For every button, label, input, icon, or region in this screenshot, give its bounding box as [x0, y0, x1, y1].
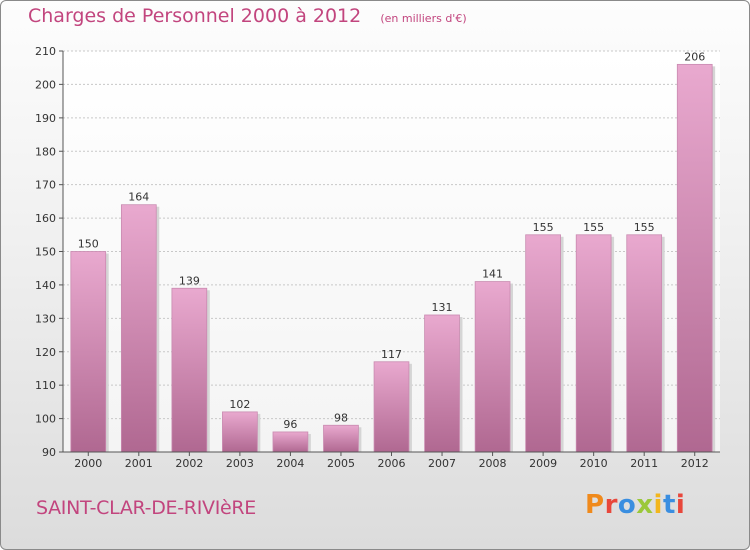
axes: [59, 50, 720, 456]
chart-subtitle: (en milliers d'€): [380, 12, 467, 25]
bar-value-label: 117: [381, 348, 402, 361]
logo-letter: i: [653, 490, 663, 520]
bar: [373, 361, 410, 453]
x-tick-label: 2009: [529, 457, 557, 470]
logo-letter: x: [636, 490, 654, 520]
bar-value-label: 141: [482, 268, 503, 281]
logo-letter: i: [675, 490, 686, 520]
bar-value-label: 139: [179, 274, 200, 287]
bar: [272, 431, 309, 453]
y-tick-label: 100: [35, 413, 56, 426]
y-tick-label: 210: [35, 45, 56, 58]
logo-letter: t: [662, 490, 676, 520]
bar-value-label: 155: [533, 221, 554, 234]
logo-letter: P: [585, 490, 605, 520]
bar-value-label: 150: [78, 238, 99, 251]
y-tick-label: 170: [35, 179, 56, 192]
x-tick-label: 2001: [125, 457, 153, 470]
x-tick-label: 2005: [327, 457, 355, 470]
bar: [171, 287, 208, 453]
x-tick-label: 2004: [276, 457, 304, 470]
x-tick-label: 2003: [226, 457, 254, 470]
title-block: Charges de Personnel 2000 à 2012 (en mil…: [28, 5, 467, 27]
x-tick-label: 2007: [428, 457, 456, 470]
bar-value-label: 131: [432, 301, 453, 314]
bar: [525, 234, 561, 453]
bar: [424, 314, 460, 453]
x-tick-label: 2000: [74, 457, 102, 470]
proxiti-logo: Proxiti: [585, 490, 685, 520]
x-tick-label: 2006: [378, 457, 406, 470]
y-tick-label: 110: [35, 379, 56, 392]
x-tick-label: 2011: [630, 457, 658, 470]
bar: [70, 251, 107, 453]
bar-value-label: 96: [283, 418, 297, 431]
place-name: SAINT-CLAR-DE-RIVIèRE: [36, 497, 257, 519]
chart-title: Charges de Personnel 2000 à 2012: [28, 5, 362, 27]
bar: [676, 63, 713, 453]
logo-letter: r: [604, 490, 618, 520]
y-tick-label: 160: [35, 212, 56, 225]
bar: [626, 234, 663, 453]
bar: [474, 281, 511, 453]
y-tick-label: 190: [35, 112, 56, 125]
bar: [120, 204, 157, 453]
y-tick-label: 120: [35, 346, 56, 359]
y-tick-label: 130: [35, 312, 56, 325]
bar: [575, 234, 612, 453]
y-tick-label: 90: [42, 446, 56, 459]
x-tick-label: 2002: [175, 457, 203, 470]
y-tick-label: 200: [35, 78, 56, 91]
bar-value-label: 102: [229, 398, 250, 411]
bar: [222, 411, 258, 453]
bar-value-label: 155: [634, 221, 655, 234]
bar-value-label: 98: [334, 411, 348, 424]
bar: [323, 424, 359, 453]
bars: [70, 63, 716, 453]
x-tick-label: 2010: [580, 457, 608, 470]
y-tick-label: 180: [35, 145, 56, 158]
bar-value-label: 164: [128, 191, 149, 204]
y-tick-label: 150: [35, 246, 56, 259]
bar-value-label: 206: [684, 50, 705, 63]
bar-value-label: 155: [583, 221, 604, 234]
x-tick-label: 2008: [479, 457, 507, 470]
labels: 90 100 110 120 130 140 150 160 170 180 190 200 210 15…: [35, 45, 709, 470]
x-tick-label: 2012: [681, 457, 709, 470]
y-tick-label: 140: [35, 279, 56, 292]
logo-letter: o: [617, 490, 637, 520]
